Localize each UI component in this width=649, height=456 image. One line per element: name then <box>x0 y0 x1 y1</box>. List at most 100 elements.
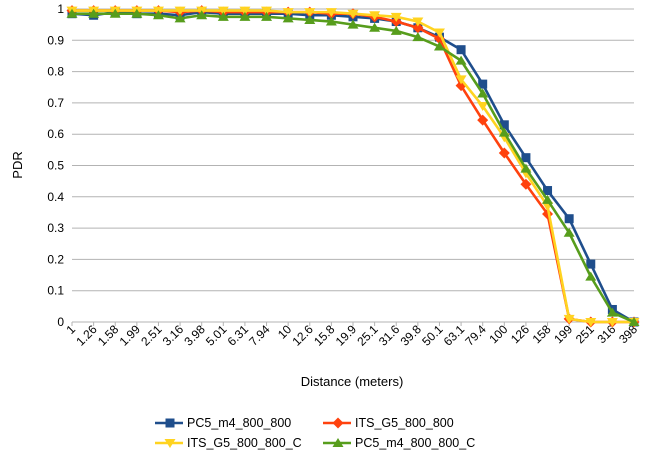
data-point <box>564 214 574 224</box>
data-point <box>498 127 510 137</box>
data-point <box>261 6 273 16</box>
data-point <box>347 19 359 29</box>
y-tick-label: 0.2 <box>47 252 64 266</box>
data-point <box>477 114 489 126</box>
data-point <box>390 12 402 22</box>
data-point <box>520 163 532 173</box>
legend-marker-icon <box>165 418 175 428</box>
series-its-g5-800-800 <box>66 5 640 328</box>
data-point <box>174 6 186 16</box>
y-tick-label: 0.3 <box>47 221 64 235</box>
legend-swatch-icon <box>155 439 183 448</box>
x-tick-label: 50.1 <box>419 322 446 349</box>
data-point <box>239 6 251 16</box>
legend-marker-icon <box>332 417 344 429</box>
y-tick-label: 1 <box>57 2 64 16</box>
x-tick-label: 316 <box>594 322 618 346</box>
data-point <box>66 8 78 18</box>
series-line <box>72 9 634 324</box>
data-point <box>585 318 597 327</box>
x-tick-label: 3.98 <box>181 322 208 349</box>
y-tick-label: 0 <box>57 315 64 329</box>
data-point <box>412 22 424 34</box>
series-line <box>72 12 635 324</box>
x-tick-label: 199 <box>551 322 575 346</box>
data-point <box>261 11 273 21</box>
data-point <box>455 55 467 65</box>
x-tick-label: 1.26 <box>73 322 100 349</box>
data-point <box>196 10 208 20</box>
legend-item: ITS_G5_800_800 <box>323 414 503 432</box>
legend-item: PC5_m4_800_800 <box>155 414 323 432</box>
data-point <box>304 14 316 24</box>
data-point <box>325 16 337 26</box>
legend-swatch-icon <box>323 438 351 447</box>
data-point <box>433 41 445 51</box>
x-tick-label: 3.16 <box>160 322 187 349</box>
data-point <box>131 8 143 18</box>
data-point <box>282 13 294 23</box>
data-point <box>390 25 402 35</box>
series-layer <box>66 5 640 328</box>
data-point <box>412 32 424 42</box>
legend: PC5_m4_800_800 ITS_G5_800_800 ITS_G5_800_8… <box>155 414 515 452</box>
data-point <box>477 102 489 112</box>
x-tick-label: 100 <box>486 322 510 346</box>
legend-item: ITS_G5_800_800_C <box>155 434 323 452</box>
series-its-g5-800-800-c <box>66 6 640 327</box>
x-axis-label: Distance (meters) <box>301 374 404 389</box>
x-tick-label: 2.51 <box>138 322 165 349</box>
series-pc5-m4-800-800 <box>67 7 639 327</box>
x-tick-label: 39.8 <box>398 322 425 349</box>
x-tick-label: 63.1 <box>441 322 468 349</box>
y-tick-label: 0.8 <box>47 65 64 79</box>
legend-label: ITS_G5_800_800 <box>355 416 454 430</box>
y-tick-label: 0.5 <box>47 159 64 173</box>
data-point <box>152 10 164 20</box>
data-point <box>628 317 640 326</box>
x-tick-label: 251 <box>573 322 597 346</box>
y-tick-label: 0.9 <box>47 33 64 47</box>
x-tick-label: 158 <box>530 322 554 346</box>
data-point <box>563 227 575 237</box>
data-point <box>585 271 597 281</box>
x-tick-label: 1.58 <box>95 322 122 349</box>
data-point <box>586 259 596 269</box>
data-point <box>606 307 618 317</box>
legend-swatch-icon <box>323 417 351 429</box>
data-point <box>217 6 229 16</box>
data-point <box>433 28 445 38</box>
x-tick-label: 25.1 <box>354 322 381 349</box>
series-pc5-m4-800-800-c <box>66 8 640 326</box>
x-tick-label: 31.6 <box>376 322 403 349</box>
data-point <box>521 153 531 163</box>
y-axis: 0 0.1 0.2 0.3 0.4 0.5 0.6 0.7 0.8 0.9 1 <box>47 2 64 329</box>
data-point <box>347 9 359 19</box>
y-axis-label: PDR <box>10 151 25 178</box>
data-point <box>478 79 488 89</box>
data-point <box>239 11 251 21</box>
legend-item: PC5_m4_800_800_C <box>323 434 503 452</box>
data-point <box>282 8 294 18</box>
x-tick-label: 12.6 <box>289 322 316 349</box>
data-point <box>499 120 509 130</box>
x-tick-label: 126 <box>508 322 532 346</box>
data-point <box>498 147 510 159</box>
x-tick-label: 5.01 <box>203 322 230 349</box>
pdr-line-chart: 0 0.1 0.2 0.3 0.4 0.5 0.6 0.7 0.8 0.9 1 11.261.581… <box>10 2 640 389</box>
legend-swatch-icon <box>155 418 183 428</box>
data-point <box>542 194 554 204</box>
series-line <box>71 10 635 324</box>
x-tick-label: 19.9 <box>333 322 360 349</box>
x-tick-label: 6.31 <box>225 322 252 349</box>
y-tick-label: 0.6 <box>47 127 64 141</box>
data-point <box>455 75 467 85</box>
y-tick-label: 0.7 <box>47 96 64 110</box>
data-point <box>217 11 229 21</box>
y-tick-label: 0.4 <box>47 190 64 204</box>
legend-marker-icon <box>332 438 344 447</box>
data-point <box>369 11 381 21</box>
x-tick-label: 1.99 <box>117 322 144 349</box>
data-point <box>304 8 316 18</box>
legend-marker-icon <box>164 439 176 448</box>
